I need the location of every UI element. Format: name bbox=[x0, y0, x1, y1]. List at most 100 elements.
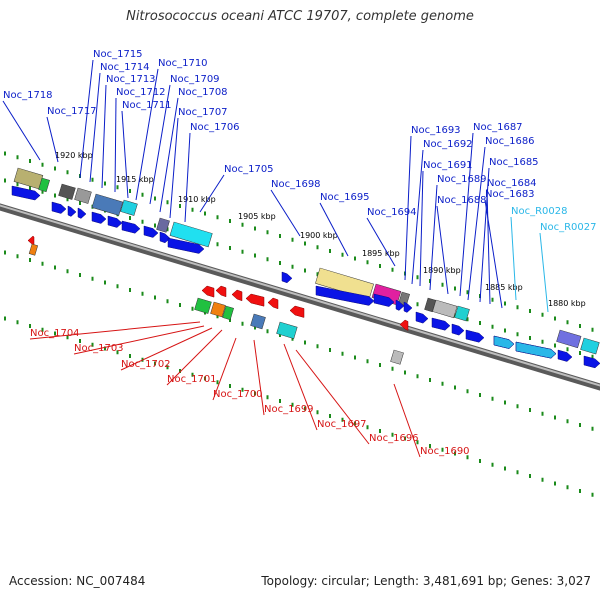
gene-label[interactable]: Noc_1705 bbox=[224, 164, 274, 175]
leader-line bbox=[411, 149, 424, 285]
leader-line bbox=[120, 327, 213, 371]
leader-line bbox=[419, 170, 424, 287]
gene-label[interactable]: Noc_1690 bbox=[420, 446, 470, 457]
forward-gene-arrow bbox=[515, 341, 557, 359]
feature-category-box bbox=[580, 337, 600, 355]
feature-category-box bbox=[276, 321, 298, 339]
forward-gene-arrow bbox=[465, 329, 485, 343]
gene-label[interactable]: Noc_1691 bbox=[423, 160, 473, 171]
reverse-gene-arrow bbox=[215, 285, 227, 298]
gene-label[interactable]: Noc_R0028 bbox=[511, 206, 568, 217]
gene-label[interactable]: Noc_1707 bbox=[178, 107, 228, 118]
leader-line bbox=[199, 174, 225, 213]
leader-line bbox=[253, 339, 265, 416]
feature-category-box bbox=[58, 183, 76, 200]
gene-label[interactable]: Noc_1717 bbox=[47, 106, 97, 117]
feature-category-box bbox=[556, 329, 582, 349]
reverse-gene-arrow bbox=[245, 293, 265, 307]
gene-label[interactable]: Noc_1686 bbox=[485, 136, 535, 147]
leader-line bbox=[166, 329, 223, 386]
gene-label[interactable]: Noc_1692 bbox=[423, 139, 473, 150]
gene-label[interactable]: Noc_1697 bbox=[317, 419, 367, 430]
gene-label[interactable]: Noc_1703 bbox=[74, 343, 124, 354]
forward-gene-arrow bbox=[77, 207, 87, 219]
leader-line bbox=[114, 97, 117, 193]
gene-label[interactable]: Noc_1702 bbox=[121, 359, 171, 370]
tick-track-bottom bbox=[4, 316, 594, 497]
feature-category-box bbox=[222, 305, 234, 321]
genome-backbone bbox=[0, 203, 600, 391]
gene-label[interactable]: Noc_1694 bbox=[367, 207, 417, 218]
leader-line bbox=[2, 100, 41, 161]
leader-line bbox=[429, 184, 438, 291]
scale-label: 1895 kbp bbox=[362, 249, 400, 258]
reverse-gene-arrow bbox=[399, 319, 409, 331]
leader-line bbox=[73, 325, 205, 355]
gene-label[interactable]: Noc_1683 bbox=[485, 189, 535, 200]
gene-label[interactable]: Noc_1704 bbox=[30, 328, 80, 339]
leader-line bbox=[184, 132, 191, 223]
forward-gene-arrow bbox=[415, 311, 429, 324]
forward-gene-arrow bbox=[373, 293, 395, 307]
gene-label[interactable]: Noc_1713 bbox=[106, 74, 156, 85]
leader-line bbox=[486, 188, 491, 305]
forward-gene-arrow bbox=[557, 349, 573, 362]
gene-label[interactable]: Noc_1712 bbox=[116, 87, 166, 98]
gene-label[interactable]: Noc_1711 bbox=[122, 100, 172, 111]
gene-label[interactable]: Noc_1684 bbox=[487, 178, 537, 189]
gene-label[interactable]: Noc_1700 bbox=[213, 389, 263, 400]
leader-line bbox=[393, 383, 421, 458]
forward-gene-arrow bbox=[431, 317, 451, 331]
tick-track-lower bbox=[4, 250, 594, 431]
gene-label[interactable]: Noc_1698 bbox=[271, 179, 321, 190]
gene-label[interactable]: Noc_R0027 bbox=[540, 222, 597, 233]
leader-line bbox=[29, 321, 201, 340]
leader-line bbox=[467, 146, 486, 301]
forward-gene-arrow bbox=[167, 237, 205, 254]
gene-label[interactable]: Noc_1701 bbox=[167, 374, 217, 385]
feature-category-box bbox=[120, 199, 138, 216]
forward-gene-arrow bbox=[67, 205, 77, 217]
gene-label[interactable]: Noc_1715 bbox=[93, 49, 143, 60]
leader-line bbox=[212, 337, 237, 401]
gene-label[interactable]: Noc_1709 bbox=[170, 74, 220, 85]
gene-label[interactable]: Noc_1699 bbox=[264, 404, 314, 415]
gene-label[interactable]: Noc_1696 bbox=[369, 433, 419, 444]
gene-label[interactable]: Noc_1710 bbox=[158, 58, 208, 69]
leader-line bbox=[149, 84, 171, 205]
forward-gene-arrow bbox=[451, 323, 465, 336]
scale-label: 1900 kbp bbox=[300, 231, 338, 240]
reverse-gene-arrow bbox=[289, 305, 305, 318]
gene-label[interactable]: Noc_1695 bbox=[320, 192, 370, 203]
gene-label[interactable]: Noc_1685 bbox=[489, 157, 539, 168]
scale-label: 1905 kbp bbox=[238, 212, 276, 221]
accession-text: Accession: NC_007484 bbox=[9, 574, 146, 588]
gene-label[interactable]: Noc_1687 bbox=[473, 122, 523, 133]
gene-label[interactable]: Noc_1693 bbox=[411, 125, 461, 136]
scale-label: 1880 kbp bbox=[548, 299, 586, 308]
leader-line bbox=[404, 135, 412, 281]
forward-gene-arrow bbox=[583, 355, 600, 369]
scale-label: 1885 kbp bbox=[485, 283, 523, 292]
leader-line bbox=[283, 343, 318, 431]
tick-track-outer bbox=[4, 151, 594, 332]
forward-gene-arrow bbox=[121, 220, 141, 234]
leader-line bbox=[539, 232, 549, 313]
leader-line bbox=[295, 349, 370, 445]
genome-stats-text: Topology: circular; Length: 3,481,691 bp… bbox=[261, 574, 591, 588]
leader-line bbox=[121, 110, 129, 199]
gene-label[interactable]: Noc_1718 bbox=[3, 90, 53, 101]
scale-label: 1890 kbp bbox=[423, 266, 461, 275]
feature-category-box bbox=[74, 187, 92, 204]
feature-category-box bbox=[28, 243, 39, 256]
gene-label[interactable]: Noc_1688 bbox=[437, 195, 487, 206]
gene-label[interactable]: Noc_1714 bbox=[100, 62, 150, 73]
scale-label: 1915 kbp bbox=[116, 175, 154, 184]
reverse-gene-arrow bbox=[267, 297, 279, 310]
gene-label[interactable]: Noc_1689 bbox=[437, 174, 487, 185]
leader-line bbox=[89, 72, 101, 183]
leader-line bbox=[169, 117, 179, 219]
gene-label[interactable]: Noc_1706 bbox=[190, 122, 240, 133]
gene-label[interactable]: Noc_1708 bbox=[178, 87, 228, 98]
